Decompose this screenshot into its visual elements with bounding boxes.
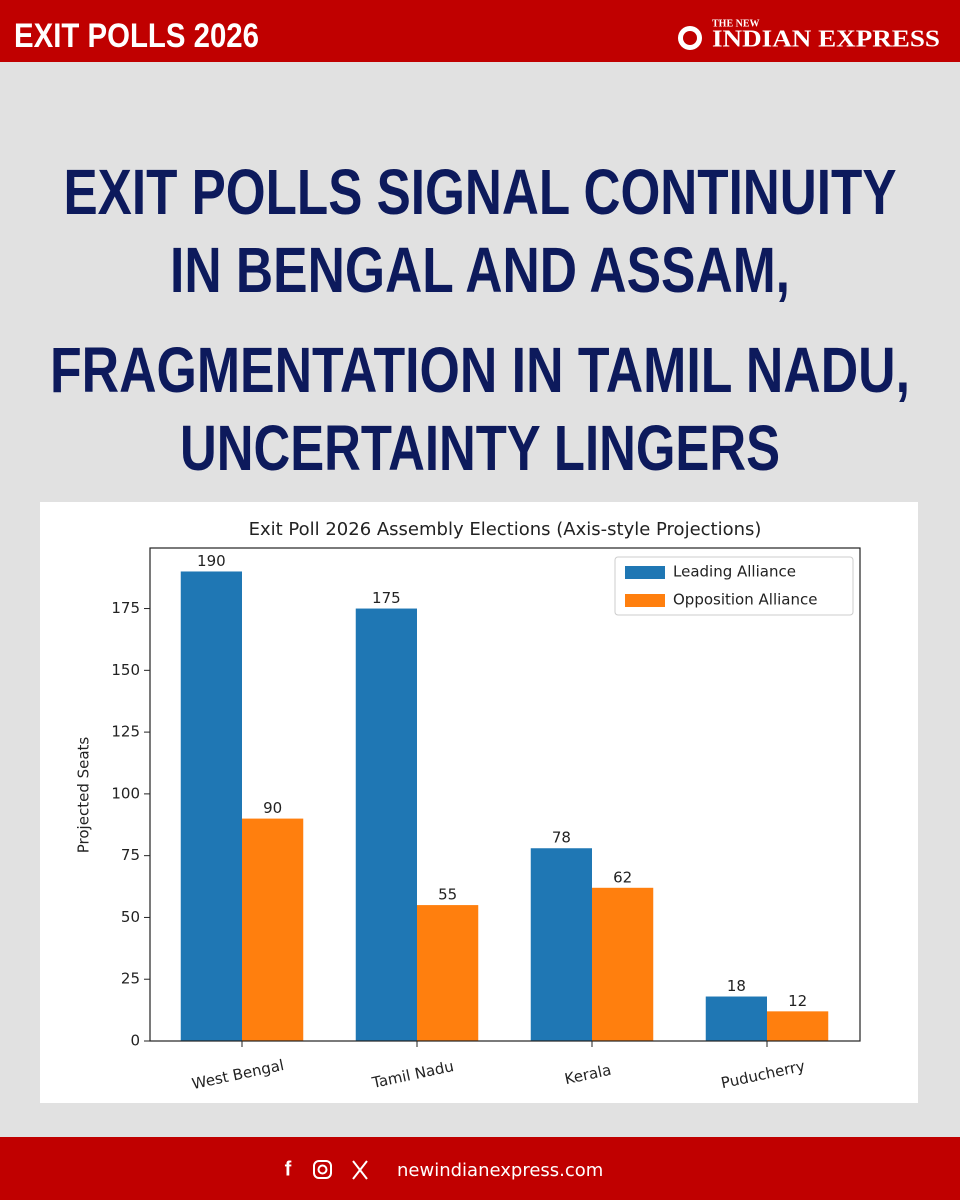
- data-label: 62: [613, 868, 632, 886]
- bar: [180, 571, 242, 1041]
- y-axis-label: Projected Seats: [75, 737, 93, 854]
- brand: INDIAN EXPRESS: [712, 27, 940, 53]
- headline-line: EXIT POLLS SIGNAL CONTINUITY: [64, 156, 897, 228]
- footer-bar: [0, 1137, 960, 1200]
- data-label: 18: [727, 977, 746, 995]
- bar: [530, 848, 592, 1041]
- data-label: 90: [263, 799, 282, 817]
- brand-logo-inner: [683, 31, 697, 45]
- data-label: 78: [552, 829, 571, 847]
- data-label: 190: [197, 552, 226, 570]
- y-tick-label: 175: [111, 599, 140, 617]
- y-tick-label: 75: [121, 846, 140, 864]
- headline-line: IN BENGAL AND ASSAM,: [170, 234, 790, 306]
- headline-line: UNCERTAINTY LINGERS: [180, 412, 780, 484]
- bar: [417, 905, 479, 1041]
- chart: Exit Poll 2026 Assembly Elections (Axis-…: [40, 502, 918, 1103]
- chart-title: Exit Poll 2026 Assembly Elections (Axis-…: [249, 519, 762, 540]
- legend-label: Opposition Alliance: [673, 591, 817, 609]
- y-tick-label: 0: [130, 1032, 140, 1050]
- bar: [767, 1011, 829, 1041]
- y-tick-label: 100: [111, 784, 140, 802]
- y-tick-label: 150: [111, 661, 140, 679]
- bar: [705, 996, 767, 1041]
- header-bar: [0, 0, 960, 62]
- legend-box: [614, 556, 854, 616]
- data-label: 55: [438, 886, 457, 904]
- legend-swatch: [625, 594, 665, 607]
- header-label: EXIT POLLS 2026: [14, 17, 259, 55]
- legend-swatch: [625, 566, 665, 579]
- brand-small: THE NEW: [712, 18, 760, 29]
- bar: [242, 818, 304, 1041]
- footer-site[interactable]: newindianexpress.com: [397, 1160, 603, 1181]
- bar: [355, 608, 417, 1041]
- facebook-icon[interactable]: f: [285, 1158, 292, 1180]
- legend-label: Leading Alliance: [673, 563, 796, 581]
- headline-line: FRAGMENTATION IN TAMIL NADU,: [50, 334, 910, 406]
- instagram-icon-lens: [317, 1164, 328, 1175]
- instagram-icon[interactable]: [313, 1160, 332, 1179]
- plot-frame: [149, 547, 861, 1042]
- data-label: 175: [372, 589, 401, 607]
- y-tick-label: 25: [121, 970, 140, 988]
- y-tick-label: 50: [121, 908, 140, 926]
- bar: [592, 887, 654, 1041]
- x-icon[interactable]: [352, 1160, 368, 1180]
- y-tick-label: 125: [111, 723, 140, 741]
- data-label: 12: [788, 992, 807, 1010]
